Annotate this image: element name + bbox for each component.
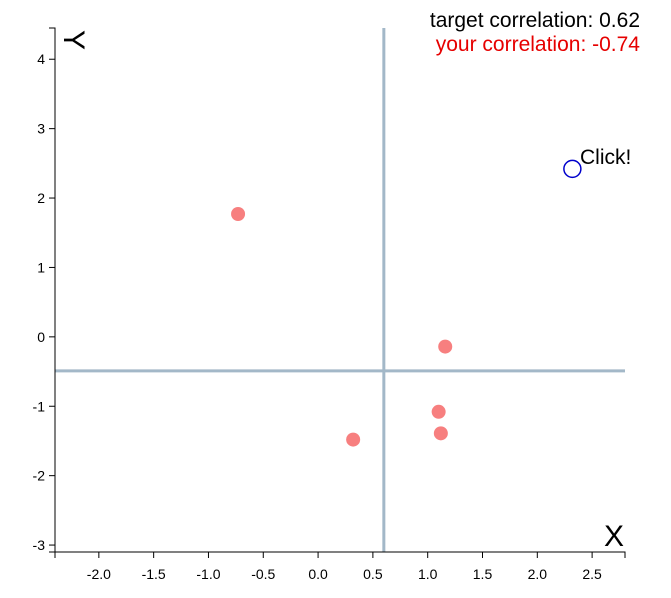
y-axis-label: Y	[57, 30, 90, 50]
data-points[interactable]	[231, 207, 453, 447]
target-correlation-text: target correlation: 0.62	[430, 9, 640, 32]
cursor-marker	[563, 159, 582, 179]
data-point[interactable]	[438, 339, 453, 354]
cursor-circle	[563, 159, 582, 179]
y-tick-label: 4	[37, 51, 45, 67]
y-tick-label: 2	[37, 190, 45, 206]
y-tick-label: -3	[33, 537, 46, 553]
data-point[interactable]	[433, 426, 448, 441]
y-tick-label: 3	[37, 121, 45, 137]
x-tick-label: -1.0	[196, 566, 220, 582]
x-tick-label: -1.5	[142, 566, 166, 582]
x-axis-label: X	[604, 520, 624, 553]
x-tick-label: 2.0	[528, 566, 548, 582]
y-tick-label: 1	[37, 259, 45, 275]
x-tick-label: -2.0	[87, 566, 111, 582]
y-tick-label: 0	[37, 329, 45, 345]
x-tick-label: 0.0	[308, 566, 328, 582]
y-axis-line	[49, 27, 56, 553]
your-correlation-text: your correlation: -0.74	[436, 33, 641, 56]
x-tick-label: 1.0	[418, 566, 438, 582]
click-hint: Click!	[580, 146, 631, 169]
mean-lines	[55, 28, 625, 552]
data-point[interactable]	[431, 404, 446, 419]
x-tick-label: 0.5	[363, 566, 383, 582]
x-tick-label: 1.5	[473, 566, 493, 582]
x-tick-label: 2.5	[582, 566, 602, 582]
data-point[interactable]	[346, 432, 361, 447]
x-tick-label: -0.5	[251, 566, 275, 582]
x-axis: -2.0 -1.5 -1.0 -0.5 0.0 0.5 1.0 1.5 2.0 2.5	[54, 551, 626, 582]
x-axis-line	[54, 551, 626, 558]
y-axis: -3 -2 -1 0 1 2 3 4	[33, 27, 56, 553]
y-tick-label: -2	[33, 468, 46, 484]
y-tick-label: -1	[33, 398, 46, 414]
data-point[interactable]	[231, 207, 246, 222]
